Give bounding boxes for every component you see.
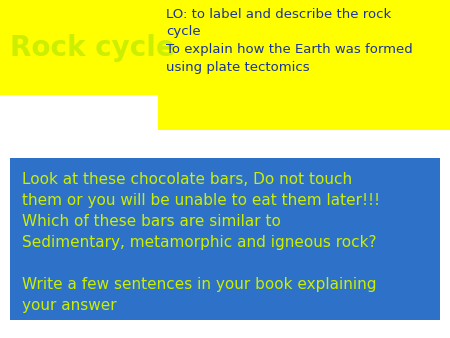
Text: Rock cycle: Rock cycle: [10, 33, 175, 62]
Bar: [10, 158, 440, 320]
Text: LO: to label and describe the rock
cycle
To explain how the Earth was formed
usi: LO: to label and describe the rock cycle…: [166, 8, 413, 73]
Bar: [158, 0, 450, 130]
Text: Look at these chocolate bars, Do not touch
them or you will be unable to eat the: Look at these chocolate bars, Do not tou…: [22, 172, 380, 313]
Bar: [0, 0, 158, 95]
